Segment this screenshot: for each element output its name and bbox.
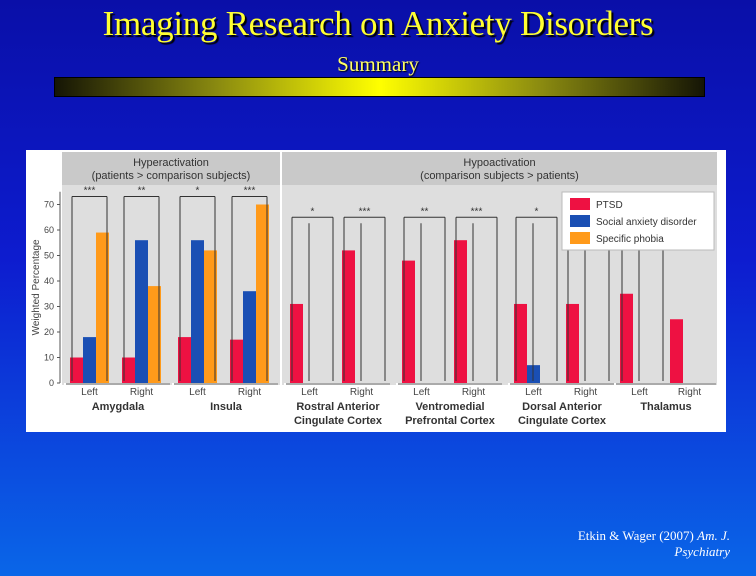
group-name-4: Dorsal Anterior	[522, 401, 602, 413]
hemi-label-4-1: Right	[574, 387, 598, 398]
hemi-label-1-0: Left	[189, 387, 206, 398]
section-title-0: Hyperactivation	[133, 157, 209, 169]
bar-1-1-phobia	[256, 204, 269, 383]
sig-stars-0-0: ***	[84, 186, 96, 197]
bar-2-1-ptsd	[342, 250, 355, 383]
section-header-1	[282, 152, 717, 185]
legend-swatch-social	[570, 215, 590, 227]
sig-stars-0-1: **	[138, 186, 146, 197]
bar-5-0-ptsd	[620, 293, 633, 383]
section-header-0	[62, 152, 280, 185]
sig-stars-2-0: *	[311, 206, 315, 217]
title-divider-bar	[54, 77, 705, 97]
slide-subtitle: Summary	[337, 52, 419, 76]
bar-5-1-ptsd	[670, 319, 683, 383]
y-tick-label-20: 20	[44, 327, 54, 337]
bar-0-1-phobia	[148, 286, 161, 383]
legend-swatch-phobia	[570, 232, 590, 244]
legend-label-social: Social anxiety disorder	[596, 217, 697, 228]
bar-1-1-social	[243, 291, 256, 383]
hemi-label-2-1: Right	[350, 387, 374, 398]
group-name-3: Ventromedial	[415, 401, 484, 413]
y-tick-label-40: 40	[44, 276, 54, 286]
y-tick-label-30: 30	[44, 302, 54, 312]
hemi-label-1-1: Right	[238, 387, 262, 398]
group-name-2: Rostral Anterior	[296, 401, 380, 413]
citation: Etkin & Wager (2007) Am. J. Psychiatry	[578, 528, 730, 560]
group-label-bg-5	[614, 383, 716, 432]
bar-1-0-ptsd	[178, 337, 191, 383]
bar-4-1-ptsd	[566, 303, 579, 383]
hemi-label-5-1: Right	[678, 387, 702, 398]
section-subtitle-0: (patients > comparison subjects)	[92, 170, 251, 182]
group-label-bg-2	[284, 383, 390, 432]
sig-stars-2-1: ***	[359, 206, 371, 217]
hemi-label-5-0: Left	[631, 387, 648, 398]
group-name-1: Insula	[210, 401, 243, 413]
legend-label-ptsd: PTSD	[596, 200, 623, 211]
hemi-label-0-1: Right	[130, 387, 154, 398]
bar-0-1-ptsd	[122, 357, 135, 383]
legend-label-phobia: Specific phobia	[596, 234, 664, 245]
slide-title: Imaging Research on Anxiety Disorders	[102, 4, 654, 43]
citation-journal-cont: Psychiatry	[674, 544, 730, 559]
sig-stars-3-1: ***	[471, 206, 483, 217]
sig-stars-1-0: *	[196, 186, 200, 197]
bar-4-0-ptsd	[514, 303, 527, 383]
bar-0-0-ptsd	[70, 357, 83, 383]
bar-0-0-social	[83, 337, 96, 383]
bar-3-0-ptsd	[402, 260, 415, 383]
hemi-label-0-0: Left	[81, 387, 98, 398]
section-title-1: Hypoactivation	[463, 157, 535, 169]
bar-1-0-social	[191, 240, 204, 383]
bar-0-0-phobia	[96, 232, 109, 383]
weighted-percentage-bar-chart: Hyperactivation(patients > comparison su…	[31, 152, 717, 432]
legend-swatch-ptsd	[570, 198, 590, 210]
y-tick-label-70: 70	[44, 200, 54, 210]
sig-stars-1-1: ***	[244, 186, 256, 197]
group-name2-3: Prefrontal Cortex	[405, 415, 496, 427]
citation-authors: Etkin & Wager (2007)	[577, 528, 698, 543]
group-name-5: Thalamus	[640, 401, 691, 413]
bar-0-1-social	[135, 240, 148, 383]
sig-stars-3-0: **	[421, 206, 429, 217]
bar-3-1-ptsd	[454, 240, 467, 383]
hemi-label-3-0: Left	[413, 387, 430, 398]
y-tick-label-60: 60	[44, 225, 54, 235]
chart-panel: Hyperactivation (patients > comparison su…	[26, 150, 726, 432]
section-subtitle-1: (comparison subjects > patients)	[420, 170, 579, 182]
hemi-label-3-1: Right	[462, 387, 486, 398]
group-label-bg-0	[64, 383, 170, 432]
bar-1-0-phobia	[204, 250, 217, 383]
group-label-bg-3	[396, 383, 502, 432]
y-tick-label-0: 0	[49, 378, 54, 388]
group-label-bg-4	[508, 383, 614, 432]
group-name-0: Amygdala	[92, 401, 145, 413]
group-label-bg-1	[172, 383, 278, 432]
bar-2-0-ptsd	[290, 303, 303, 383]
bar-1-1-ptsd	[230, 339, 243, 383]
sig-stars-4-0: *	[535, 206, 539, 217]
y-tick-label-10: 10	[44, 353, 54, 363]
citation-journal: Am. J.	[697, 528, 730, 543]
y-axis-label: Weighted Percentage	[31, 239, 42, 335]
hemi-label-4-0: Left	[525, 387, 542, 398]
y-tick-label-50: 50	[44, 251, 54, 261]
group-name2-2: Cingulate Cortex	[294, 415, 383, 427]
hemi-label-2-0: Left	[301, 387, 318, 398]
group-name2-4: Cingulate Cortex	[518, 415, 607, 427]
